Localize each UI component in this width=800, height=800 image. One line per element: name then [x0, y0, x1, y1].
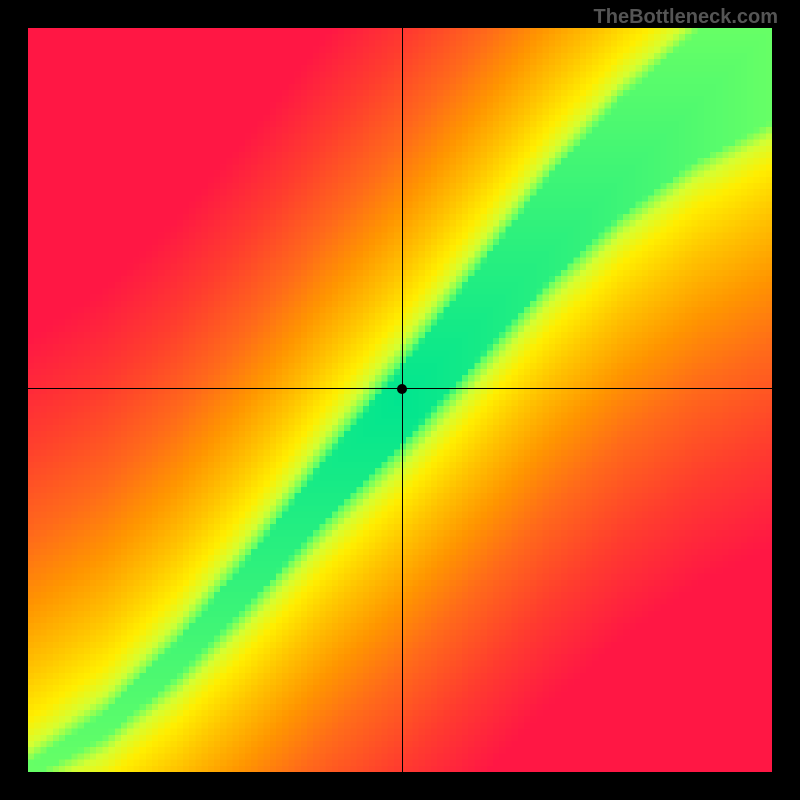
- crosshair-marker-dot: [397, 384, 407, 394]
- crosshair-vertical: [402, 28, 403, 772]
- heatmap-canvas: [28, 28, 772, 772]
- watermark-text: TheBottleneck.com: [594, 6, 778, 29]
- heatmap-plot-area: [28, 28, 772, 772]
